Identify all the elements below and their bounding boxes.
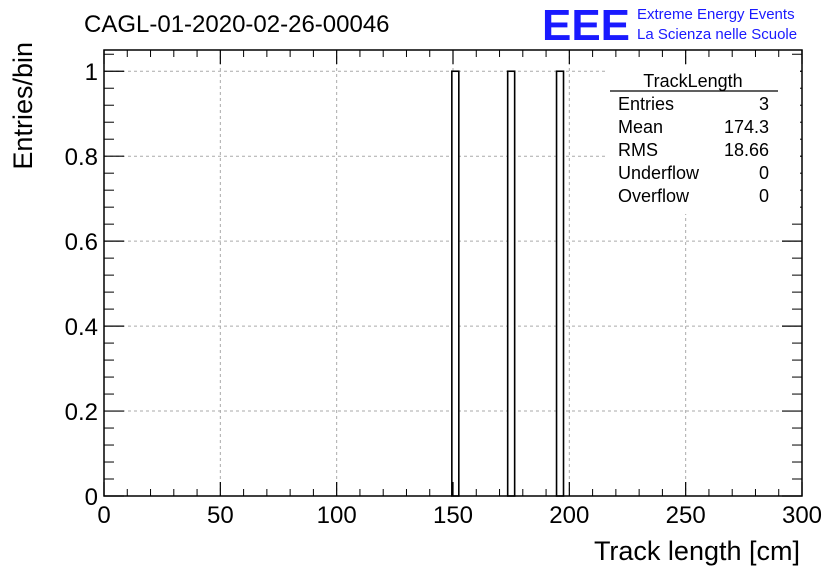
logo-line-1: Extreme Energy Events xyxy=(637,6,795,23)
stats-row-label: Overflow xyxy=(618,186,690,206)
x-tick-label: 100 xyxy=(317,502,357,529)
stats-row-label: Underflow xyxy=(618,163,700,183)
y-tick-label: 0.8 xyxy=(65,144,98,171)
stats-row-value: 3 xyxy=(759,94,769,114)
y-tick-label: 1 xyxy=(85,59,98,86)
histogram-bar xyxy=(555,70,565,497)
stats-box: TrackLength Entries 3 Mean 174.3 RMS 18.66 Und… xyxy=(608,66,800,214)
stats-row-value: 18.66 xyxy=(724,140,769,160)
stats-row-label: Entries xyxy=(618,94,674,114)
plot-frame xyxy=(103,49,803,497)
eee-logo: EEE Extreme Energy Events La Scienza nel… xyxy=(542,1,797,50)
x-tick-label: 250 xyxy=(666,502,706,529)
stats-row-value: 0 xyxy=(759,163,769,183)
histogram-bar xyxy=(506,70,516,497)
x-tick-label: 150 xyxy=(433,502,473,529)
stats-row-label: RMS xyxy=(618,140,658,160)
x-axis-label: Track length [cm] xyxy=(594,536,800,566)
stats-box-title: TrackLength xyxy=(643,71,742,91)
run-title: CAGL-01-2020-02-26-00046 xyxy=(84,11,390,38)
y-tick-label: 0.4 xyxy=(65,314,98,341)
x-tick-label: 50 xyxy=(207,502,234,529)
eee-logo-mark: EEE xyxy=(542,1,630,50)
y-tick-label: 0.2 xyxy=(65,399,98,426)
stats-rows: Entries 3 Mean 174.3 RMS 18.66 Underflow 0 Overf… xyxy=(618,94,769,206)
x-tick-label: 200 xyxy=(549,502,589,529)
y-axis-label: Entries/bin xyxy=(8,42,38,170)
stats-row-value: 174.3 xyxy=(724,117,769,137)
axis-ticks xyxy=(103,50,803,497)
x-tick-label: 0 xyxy=(97,502,110,529)
x-tick-label: 300 xyxy=(782,502,822,529)
y-tick-label: 0 xyxy=(85,484,98,511)
histogram-bar xyxy=(451,70,460,497)
y-tick-label: 0.6 xyxy=(65,229,98,256)
stats-row-value: 0 xyxy=(759,186,769,206)
stats-row-label: Mean xyxy=(618,117,663,137)
logo-line-2: La Scienza nelle Scuole xyxy=(637,26,797,43)
